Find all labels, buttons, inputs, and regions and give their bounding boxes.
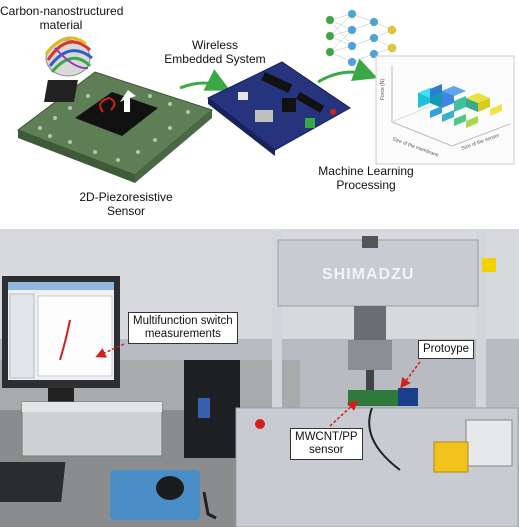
computer-monitor (2, 276, 120, 402)
ml-label-line2: Processing (336, 178, 396, 192)
prototype-callout-text: Protoype (423, 343, 470, 355)
material-label-line1: Carbon-nanostructured (0, 4, 124, 18)
sensor-callout-line2: sensor (309, 444, 344, 456)
wireless-label-line1: Wireless (191, 38, 238, 52)
wireless-label: Wireless Embedded System (150, 38, 280, 66)
sensor-callout-arrow (329, 399, 359, 427)
ml-3d-bar-chart: Force (N) Size of the membrane Size of t… (375, 55, 515, 165)
material-label-line2: material (39, 18, 83, 32)
flow-arrow-2 (317, 58, 378, 84)
wireless-label-line2: Embedded System (164, 52, 266, 66)
monitor-callout-line1: Multifunction switch (133, 315, 233, 327)
sensor-label-line1: 2D-Piezoresistive (79, 190, 173, 204)
sensor-callout: MWCNT/PP sensor (290, 428, 363, 460)
nanotube-bundle-image (44, 36, 93, 77)
wireless-embedded-board (207, 61, 351, 156)
monitor-callout: Multifunction switch measurements (128, 312, 238, 344)
prototype-callout-arrow (400, 361, 421, 389)
sensor-callout-line1: MWCNT/PP (295, 431, 358, 443)
prototype-callout: Protoype (418, 340, 475, 359)
desktop-computer (0, 360, 240, 520)
chart-zlabel: Force (N) (380, 79, 386, 100)
ml-label: Machine Learning Processing (296, 164, 436, 192)
machine-brand: SHIMADZU (322, 266, 415, 283)
neural-network-icon (325, 9, 397, 67)
ml-label-line1: Machine Learning (318, 164, 414, 178)
sensor-label-line2: Sensor (106, 204, 146, 218)
material-label: Carbon-nanostructured material (0, 4, 124, 32)
piezoresistive-sensor-pcb (16, 71, 214, 183)
flow-arrow-1 (179, 69, 231, 91)
sensor-label: 2D-Piezoresistive Sensor (64, 190, 188, 218)
shimadzu-testing-machine (235, 231, 519, 527)
monitor-callout-line2: measurements (144, 328, 221, 340)
